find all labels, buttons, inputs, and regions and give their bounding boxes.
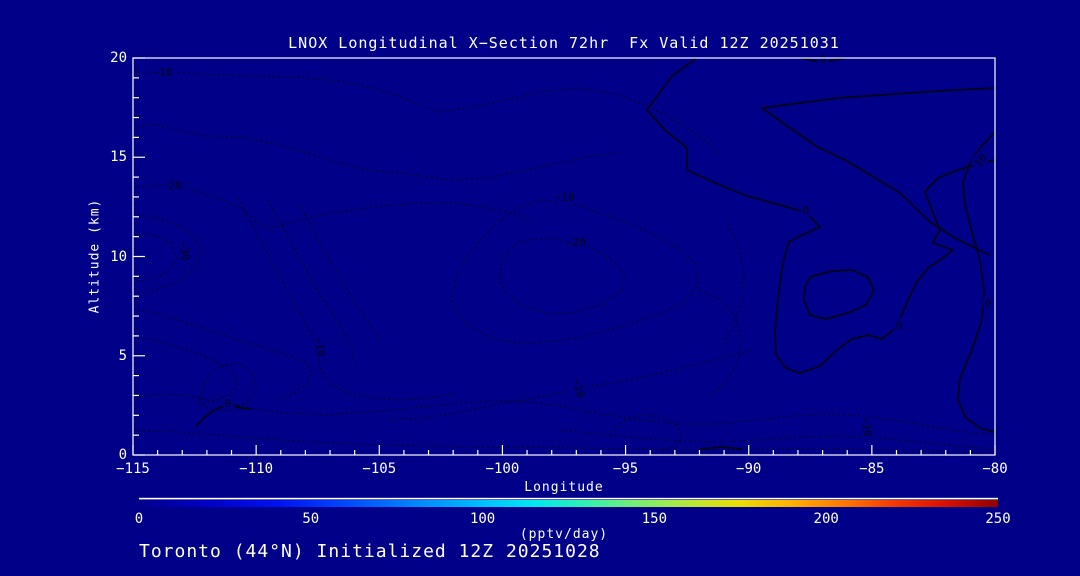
contour-line xyxy=(267,199,357,369)
contour-label: 10 xyxy=(971,151,989,170)
contour-label: 0 xyxy=(896,319,903,332)
contour-line xyxy=(799,58,847,64)
contour-line xyxy=(133,185,533,229)
colorbar-tick-label: 200 xyxy=(813,511,839,527)
colorbar-tick-label: 150 xyxy=(641,511,668,527)
x-tick-label: −105 xyxy=(362,461,397,477)
contour-label: −10 xyxy=(311,336,327,358)
x-axis-title: Longitude xyxy=(524,480,604,495)
contour-line xyxy=(199,362,257,412)
y-tick-label: 5 xyxy=(118,347,127,364)
colorbar-tick-label: 50 xyxy=(302,511,320,527)
colorbar-tick-label: 100 xyxy=(469,511,496,527)
contour-label: −10 xyxy=(570,377,588,400)
x-tick-label: −110 xyxy=(239,461,273,477)
contour-line xyxy=(133,307,313,400)
contour-line xyxy=(133,232,178,283)
colorbar-gradient xyxy=(139,500,998,507)
contour-label: −20 xyxy=(566,236,586,249)
contour-line xyxy=(498,237,626,315)
contour-line xyxy=(957,131,995,433)
contour-line xyxy=(133,335,239,405)
colorbar-tick-label: 250 xyxy=(985,511,1011,527)
contour-line xyxy=(451,199,700,345)
chart-title: LNOX Longitudinal X−Section 72hr Fx Vali… xyxy=(288,34,840,52)
x-tick-label: −85 xyxy=(859,461,885,477)
contour-line xyxy=(133,123,623,181)
x-tick-label: −115 xyxy=(116,461,150,477)
contour-line xyxy=(699,446,743,450)
contour-line xyxy=(803,269,875,320)
contour-line xyxy=(389,350,751,421)
x-tick-label: −90 xyxy=(736,461,762,477)
contour-lines xyxy=(133,58,995,455)
y-tick-label: 10 xyxy=(110,248,127,265)
contour-line xyxy=(721,219,745,349)
x-tick-label: −100 xyxy=(485,461,520,477)
contour-line xyxy=(133,71,723,156)
contour-label: 0 xyxy=(225,397,232,410)
contour-label: 0 xyxy=(803,204,810,217)
contour-label: −10 xyxy=(555,191,575,204)
contour-label: 0 xyxy=(820,53,827,66)
y-tick-label: 0 xyxy=(118,447,127,463)
x-tick-label: −95 xyxy=(612,461,639,477)
x-tick-label: −80 xyxy=(982,461,1008,477)
colorbar-tick-label: 0 xyxy=(134,511,144,527)
contour-line xyxy=(299,204,381,341)
axis-ticks xyxy=(132,57,996,456)
contour-line xyxy=(133,393,995,436)
colorbar-units-label: (pptv/day) xyxy=(519,527,609,542)
plot-frame xyxy=(132,57,996,456)
colorbar-top-rule xyxy=(139,497,998,500)
contour-labels: −10 −20 −30 −10 −20 −10 −10 −10 0 0 0 0 0 10 xyxy=(150,50,994,441)
y-tick-label: 15 xyxy=(110,149,127,166)
contour-label: −20 xyxy=(162,179,182,192)
contour-line xyxy=(609,414,684,453)
contour-label: 0 xyxy=(985,297,992,310)
contour-line xyxy=(699,289,743,397)
contour-label: −10 xyxy=(153,66,173,79)
contour-line xyxy=(559,429,995,450)
init-annotation: Toronto (44°N) Initialized 12Z 20251028 xyxy=(139,541,601,562)
contour-line xyxy=(759,87,995,256)
contour-line xyxy=(237,197,459,401)
contour-label: −30 xyxy=(176,240,192,262)
contour-line xyxy=(645,58,995,374)
contour-line xyxy=(195,403,253,427)
contour-label: −10 xyxy=(858,416,874,438)
y-tick-label: 20 xyxy=(110,50,127,66)
